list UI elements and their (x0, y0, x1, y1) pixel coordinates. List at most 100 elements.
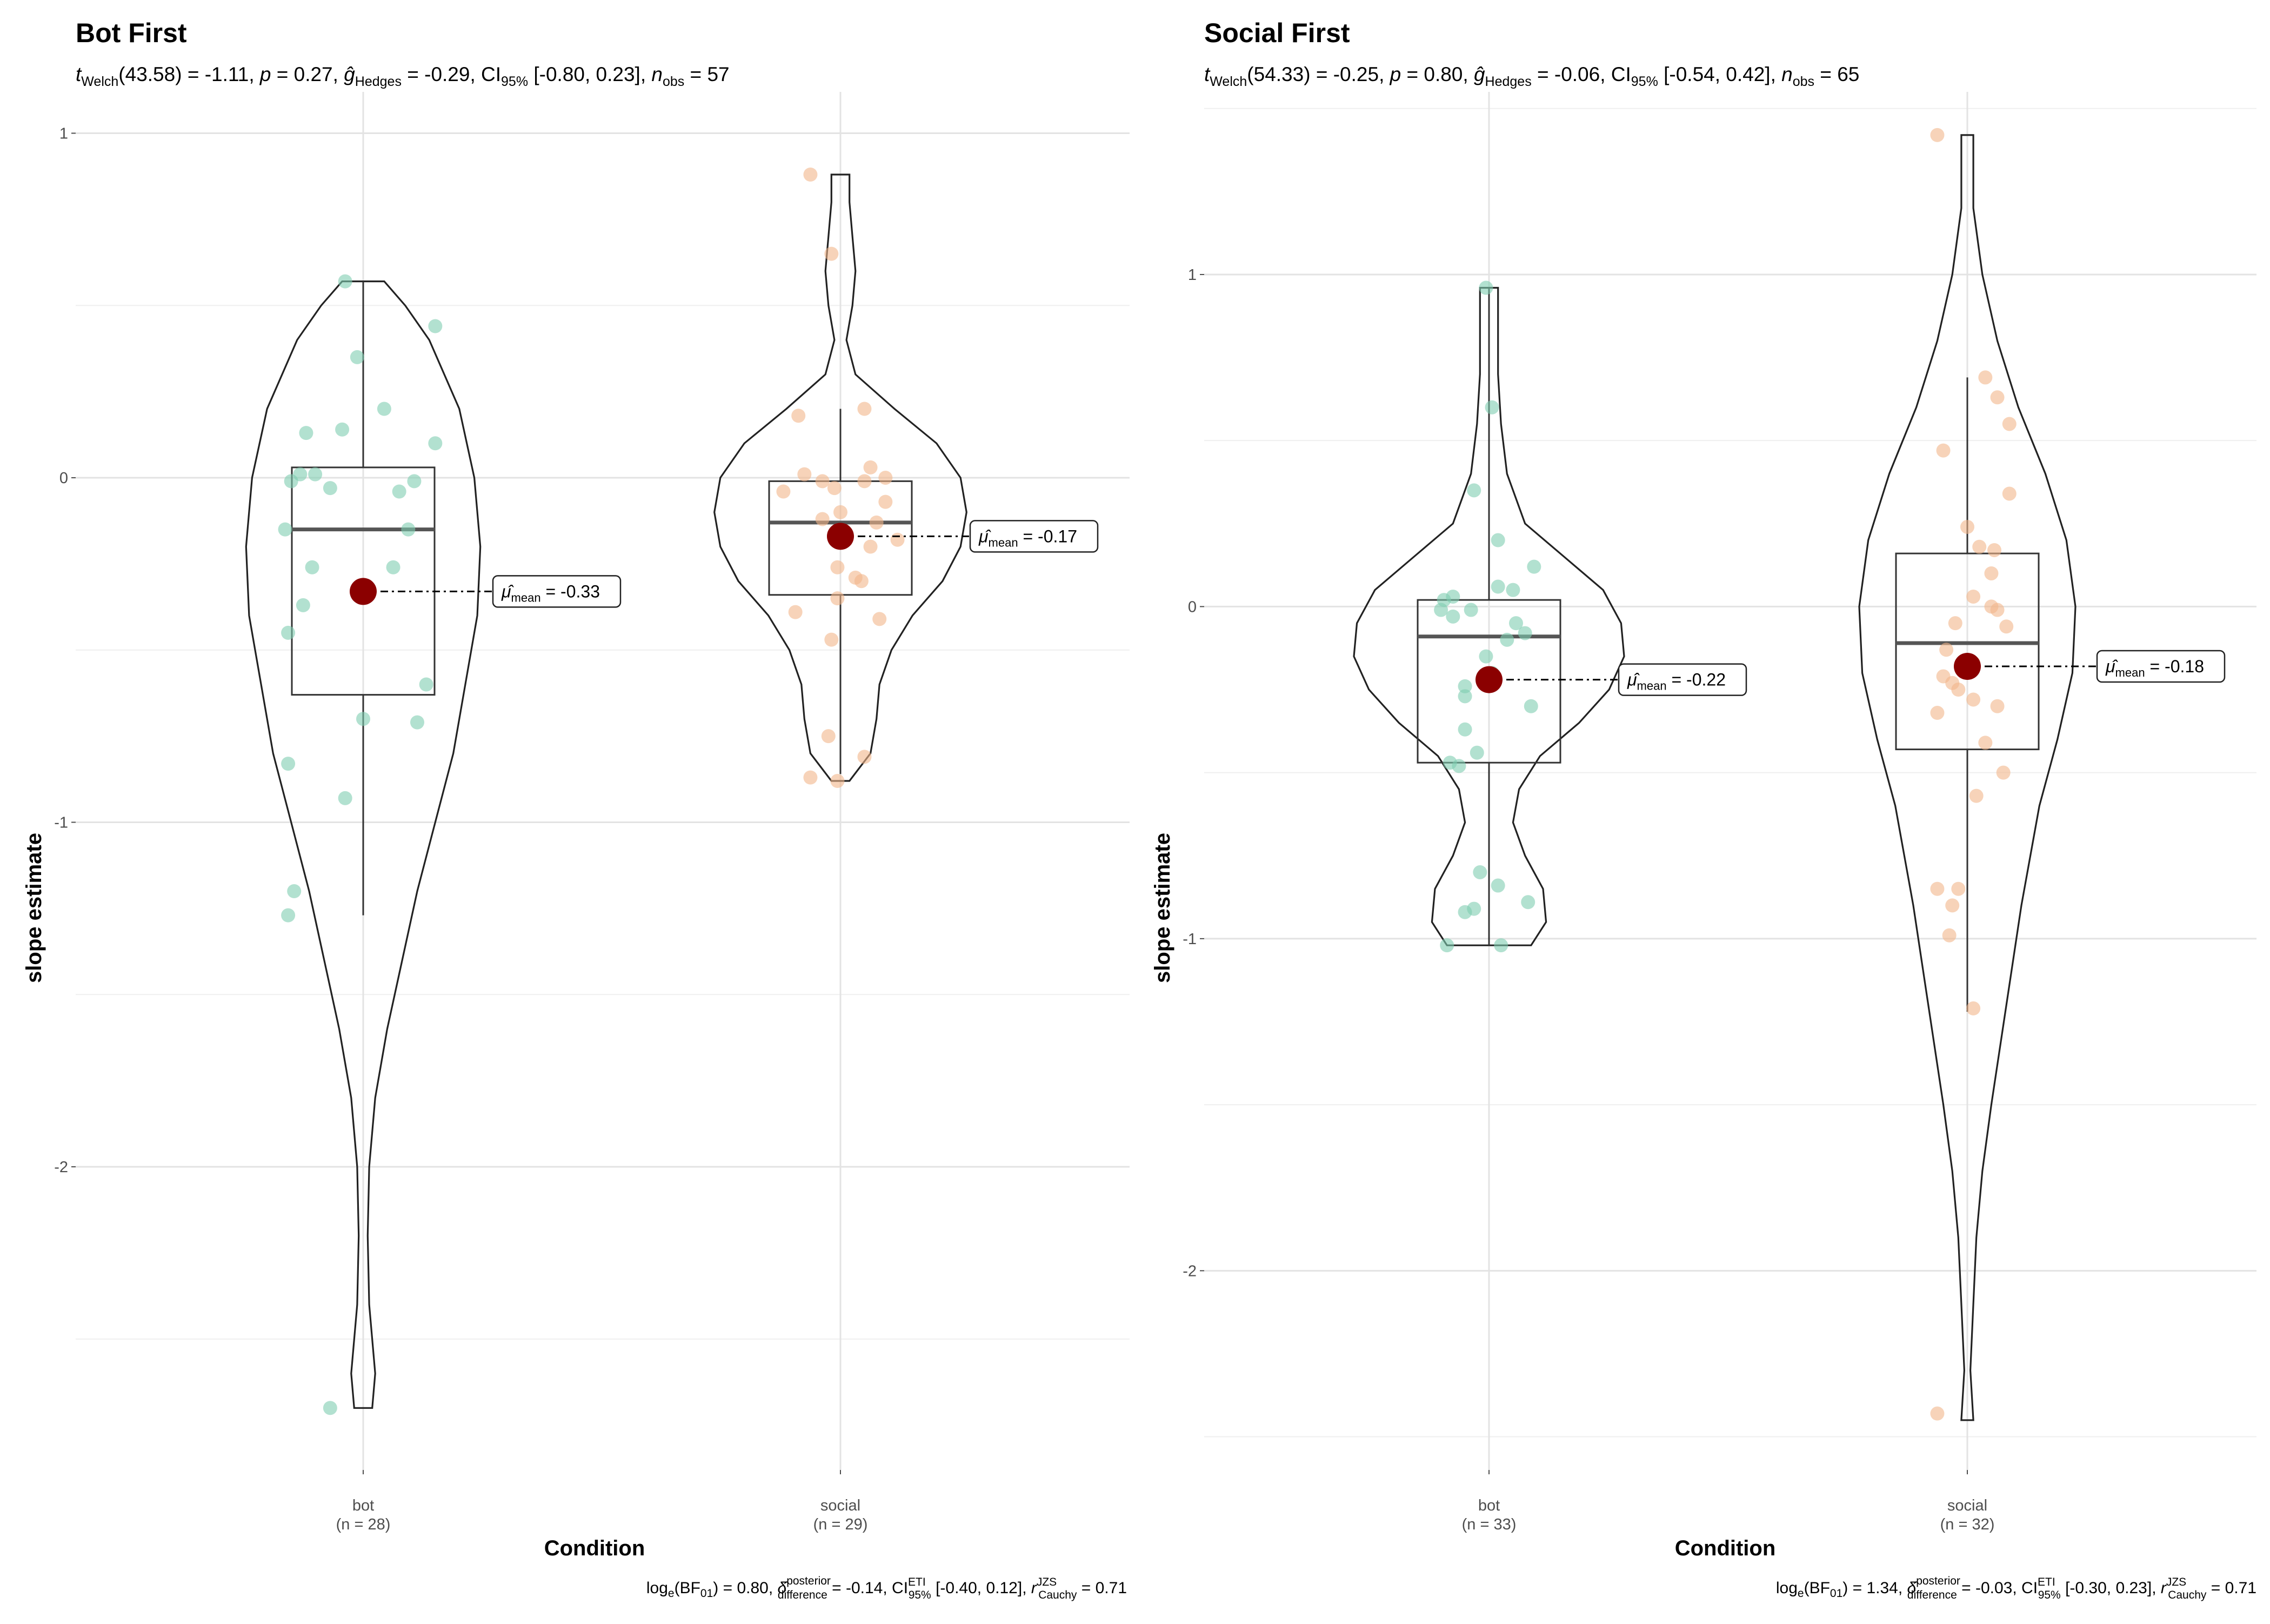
data-point (776, 484, 791, 499)
subtitle-ci: [-0.54, 0.42] (1664, 63, 1770, 85)
y-tick-label: -2 (1183, 1262, 1197, 1280)
subtitle-t: -1.11 (205, 63, 249, 85)
y-tick-label: 1 (59, 125, 68, 143)
data-point (1945, 898, 1960, 913)
data-point (1527, 559, 1541, 574)
x-axis-label: Condition (1675, 1536, 1776, 1560)
x-tick-label: bot (352, 1497, 374, 1514)
panel-social-first: Social First tWelch(54.33) = -0.25, p = … (1151, 18, 2256, 1601)
data-point (323, 481, 337, 496)
data-point (356, 712, 370, 726)
x-axis-label: Condition (544, 1536, 645, 1560)
box-bot (291, 466, 436, 696)
data-point (1930, 128, 1945, 142)
data-point (1446, 589, 1460, 604)
data-point (278, 522, 292, 537)
data-point (1984, 566, 1999, 580)
data-point (386, 560, 400, 574)
data-point (803, 770, 818, 785)
data-point (797, 467, 812, 482)
bayes-caption: loge(BF01) = 1.34, δ̂posterior difference… (1776, 1575, 2256, 1601)
data-point (281, 757, 296, 771)
data-point (1951, 683, 1966, 697)
y-ticks: 1 0 -1 -2 (54, 125, 76, 1176)
y-tick-label: -1 (54, 814, 68, 832)
data-point (299, 426, 313, 440)
data-point (872, 612, 887, 626)
caption-delta: -0.03 (1975, 1579, 2012, 1597)
data-point (338, 791, 352, 805)
y-tick-label: -1 (1183, 931, 1197, 948)
bayes-caption: loge(BF01) = 0.80, δ̂posterior difference… (646, 1575, 1127, 1601)
data-point (878, 471, 893, 485)
data-point (281, 908, 296, 923)
data-point (1518, 626, 1532, 640)
data-point (830, 591, 845, 606)
data-point (830, 774, 845, 788)
mean-point (1954, 653, 1981, 680)
caption-r: 0.71 (2225, 1579, 2256, 1597)
mean-label-box (1618, 663, 1747, 696)
subtitle-g: -0.06 (1554, 63, 1600, 85)
data-point (1458, 679, 1472, 693)
data-point (1978, 370, 1993, 385)
data-point (1506, 583, 1520, 597)
mean-point (350, 578, 377, 605)
data-point (1960, 519, 1974, 534)
subtitle-df: 54.33 (1254, 63, 1304, 85)
data-point (1458, 722, 1472, 737)
x-tick-count: (n = 33) (1462, 1516, 1517, 1533)
data-point (1440, 938, 1454, 953)
data-point (377, 402, 391, 416)
data-point (1969, 788, 1984, 803)
x-tick-label: social (1947, 1497, 1987, 1514)
data-point (1990, 390, 2005, 405)
data-point (305, 560, 319, 574)
data-point (878, 494, 893, 509)
data-point (1446, 609, 1460, 624)
data-point (833, 505, 847, 519)
data-point (1966, 589, 1981, 604)
subtitle-df: 43.58 (125, 63, 176, 85)
data-point (854, 574, 869, 589)
data-point (1452, 759, 1466, 773)
y-axis-label: slope estimate (22, 833, 46, 983)
data-point (1942, 928, 1957, 943)
x-tick-count: (n = 28) (336, 1516, 391, 1533)
box-bot (1417, 599, 1561, 764)
x-tick-label: bot (1478, 1497, 1500, 1514)
data-point (1467, 483, 1481, 498)
data-point (335, 422, 350, 437)
data-point (1951, 881, 1966, 896)
data-point (857, 750, 872, 764)
data-point (869, 515, 884, 530)
plot-marks: μ̂mean = -0.22μ̂mean = -0.18 (1353, 128, 2226, 1421)
caption-r: 0.71 (1096, 1579, 1127, 1597)
data-point (830, 560, 845, 574)
data-point (857, 402, 872, 416)
data-point (890, 532, 905, 547)
data-point (1491, 533, 1505, 547)
x-tick-count: (n = 29) (813, 1516, 868, 1533)
data-point (1464, 603, 1478, 617)
data-point (308, 467, 323, 482)
data-point (401, 522, 416, 537)
caption-ci: [-0.40, 0.12] (936, 1579, 1022, 1597)
mean-label: μ̂mean = -0.33 (501, 582, 600, 604)
y-ticks: 1 0 -1 -2 (1183, 266, 1204, 1280)
plot-marks: μ̂mean = -0.33 μ̂mean = -0.17 (245, 168, 1099, 1415)
data-point (1485, 400, 1499, 415)
panel-title: Social First (1204, 18, 1350, 48)
data-point (419, 677, 433, 692)
panel-title: Bot First (76, 18, 187, 48)
data-point (863, 460, 878, 474)
panel-subtitle: tWelch(43.58) = -1.11, p = 0.27, ĝHedges… (76, 63, 730, 89)
data-point (1458, 689, 1472, 704)
x-ticks: bot (n = 28) social (n = 29) (336, 1470, 868, 1533)
data-point (392, 484, 406, 499)
box-social (1895, 552, 2040, 751)
data-point (428, 436, 443, 451)
subtitle-p: 0.80 (1424, 63, 1463, 85)
data-point (1999, 619, 2014, 634)
